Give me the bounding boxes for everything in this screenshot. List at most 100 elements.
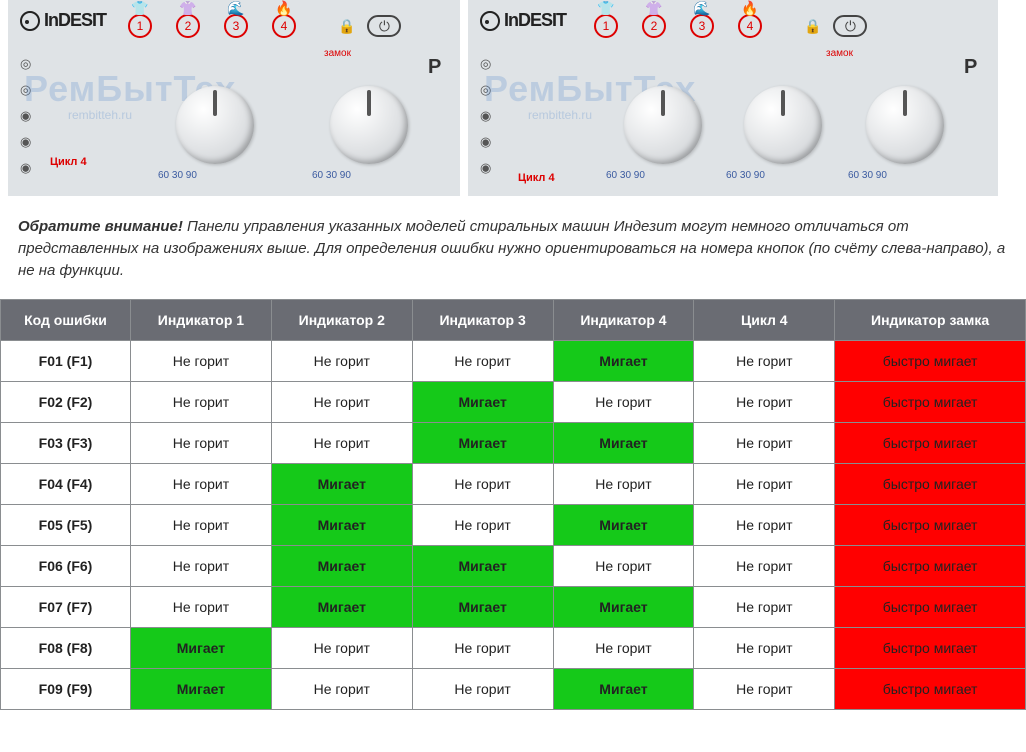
error-codes-table: Код ошибкиИндикатор 1Индикатор 2Индикато…	[0, 299, 1026, 710]
indicator-cell: Не горит	[553, 546, 694, 587]
table-header-cell: Индикатор 4	[553, 300, 694, 341]
indicator-cell: Мигает	[271, 464, 412, 505]
indicator-cell: Мигает	[412, 587, 553, 628]
error-code-cell: F06 (F6)	[1, 546, 131, 587]
dial-1	[624, 86, 702, 164]
error-code-cell: F07 (F7)	[1, 587, 131, 628]
table-row: F02 (F2)Не горитНе горитМигаетНе горитНе…	[1, 382, 1026, 423]
error-code-cell: F08 (F8)	[1, 628, 131, 669]
brand-logo: InDESIT	[480, 10, 566, 31]
indicator-row: 1👕2👚3🌊4🔥🔒⏻	[594, 14, 867, 38]
indicator-cell: Не горит	[271, 669, 412, 710]
indicator-cell: Не горит	[131, 382, 272, 423]
table-header-cell: Индикатор 1	[131, 300, 272, 341]
indicator-cell: Не горит	[131, 464, 272, 505]
table-body: F01 (F1)Не горитНе горитНе горитМигаетНе…	[1, 341, 1026, 710]
indicator-row: 1👕2👚3🌊4🔥🔒⏻	[128, 14, 401, 38]
table-header-cell: Индикатор 3	[412, 300, 553, 341]
indicator-cell: быстро мигает	[835, 341, 1026, 382]
p-label: P	[964, 56, 977, 79]
indicator-cell: Не горит	[694, 423, 835, 464]
indicator-1: 1👕	[128, 14, 152, 38]
table-row: F08 (F8)МигаетНе горитНе горитНе горитНе…	[1, 628, 1026, 669]
lock-label: замок	[826, 48, 853, 59]
indicator-cell: Мигает	[271, 505, 412, 546]
indicator-cell: Не горит	[553, 382, 694, 423]
indicator-cell: быстро мигает	[835, 587, 1026, 628]
table-header-cell: Код ошибки	[1, 300, 131, 341]
indicator-cell: Не горит	[131, 341, 272, 382]
dial-1	[176, 86, 254, 164]
error-code-cell: F03 (F3)	[1, 423, 131, 464]
error-code-cell: F01 (F1)	[1, 341, 131, 382]
dial-3	[866, 86, 944, 164]
dial-2	[330, 86, 408, 164]
indicator-cell: Не горит	[131, 587, 272, 628]
lock-label: замок	[324, 48, 351, 59]
indicator-cell: быстро мигает	[835, 423, 1026, 464]
indicator-cell: Не горит	[694, 628, 835, 669]
indicator-cell: Не горит	[553, 464, 694, 505]
indicator-1: 1👕	[594, 14, 618, 38]
indicator-cell: Мигает	[553, 341, 694, 382]
note-paragraph: Обратите внимание! Панели управления ука…	[0, 202, 1026, 299]
indicator-cell: Не горит	[271, 382, 412, 423]
indicator-cell: Не горит	[694, 464, 835, 505]
watermark-sub: rembitteh.ru	[68, 108, 132, 122]
indicator-cell: быстро мигает	[835, 669, 1026, 710]
table-header-row: Код ошибкиИндикатор 1Индикатор 2Индикато…	[1, 300, 1026, 341]
error-code-cell: F09 (F9)	[1, 669, 131, 710]
indicator-cell: быстро мигает	[835, 628, 1026, 669]
indicator-cell: Не горит	[694, 587, 835, 628]
table-row: F05 (F5)Не горитМигаетНе горитМигаетНе г…	[1, 505, 1026, 546]
indicator-cell: Мигает	[553, 423, 694, 464]
cycle4-label: Цикл 4	[518, 172, 555, 184]
indicator-cell: Не горит	[131, 505, 272, 546]
indicator-cell: Не горит	[553, 628, 694, 669]
indicator-cell: быстро мигает	[835, 382, 1026, 423]
indicator-cell: Не горит	[412, 628, 553, 669]
indicator-cell: Не горит	[694, 546, 835, 587]
indicator-cell: Не горит	[694, 505, 835, 546]
indicator-cell: Мигает	[412, 423, 553, 464]
panel-images-row: InDESIT ◎◎◉◉◉ 1👕2👚3🌊4🔥🔒⏻ замок P РемБытТ…	[0, 0, 1026, 202]
indicator-cell: Не горит	[694, 382, 835, 423]
error-code-cell: F02 (F2)	[1, 382, 131, 423]
note-lead: Обратите внимание!	[18, 218, 183, 235]
watermark-sub: rembitteh.ru	[528, 108, 592, 122]
table-row: F04 (F4)Не горитМигаетНе горитНе горитНе…	[1, 464, 1026, 505]
indicator-cell: Не горит	[412, 505, 553, 546]
power-icon: ⏻	[833, 15, 867, 37]
table-row: F01 (F1)Не горитНе горитНе горитМигаетНе…	[1, 341, 1026, 382]
lock-icon: 🔒	[338, 18, 355, 35]
indicator-cell: Не горит	[412, 341, 553, 382]
table-row: F07 (F7)Не горитМигаетМигаетМигаетНе гор…	[1, 587, 1026, 628]
cycle4-label: Цикл 4	[50, 156, 87, 168]
indicator-cell: Не горит	[694, 669, 835, 710]
power-icon: ⏻	[367, 15, 401, 37]
indicator-cell: Мигает	[553, 505, 694, 546]
indicator-cell: быстро мигает	[835, 464, 1026, 505]
indicator-2: 2👚	[642, 14, 666, 38]
dial-2	[744, 86, 822, 164]
indicator-cell: Не горит	[131, 546, 272, 587]
table-header-cell: Индикатор 2	[271, 300, 412, 341]
indicator-cell: Не горит	[271, 423, 412, 464]
panel-image-left: InDESIT ◎◎◉◉◉ 1👕2👚3🌊4🔥🔒⏻ замок P РемБытТ…	[8, 0, 460, 196]
p-label: P	[428, 56, 441, 79]
indicator-cell: Мигает	[271, 587, 412, 628]
indicator-cell: Мигает	[553, 669, 694, 710]
table-header-cell: Индикатор замка	[835, 300, 1026, 341]
table-row: F03 (F3)Не горитНе горитМигаетМигаетНе г…	[1, 423, 1026, 464]
indicator-4: 4🔥	[272, 14, 296, 38]
indicator-3: 3🌊	[690, 14, 714, 38]
panel-image-right: InDESIT ◎◎◉◉◉ 1👕2👚3🌊4🔥🔒⏻ замок P РемБытТ…	[468, 0, 998, 196]
indicator-cell: Мигает	[131, 669, 272, 710]
indicator-3: 3🌊	[224, 14, 248, 38]
indicator-cell: Не горит	[412, 464, 553, 505]
indicator-cell: Не горит	[271, 628, 412, 669]
indicator-cell: Не горит	[694, 341, 835, 382]
indicator-cell: быстро мигает	[835, 505, 1026, 546]
indicator-cell: Мигает	[271, 546, 412, 587]
table-header-cell: Цикл 4	[694, 300, 835, 341]
